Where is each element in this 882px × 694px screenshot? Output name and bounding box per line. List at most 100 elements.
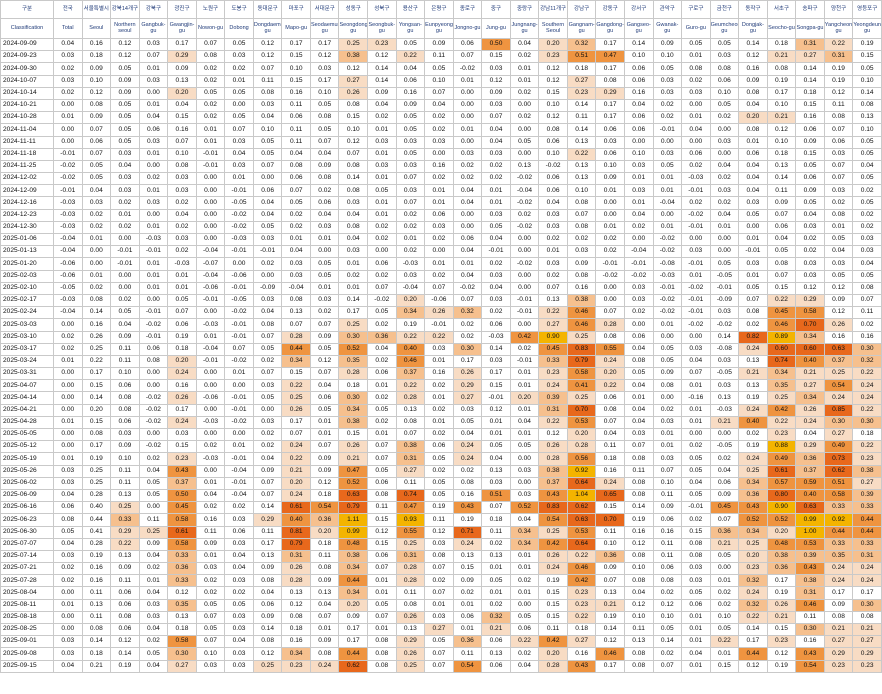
value-cell: 0.02 bbox=[395, 208, 426, 222]
value-cell: 0.01 bbox=[681, 403, 711, 417]
value-cell: 0.14 bbox=[252, 501, 283, 515]
value-cell: 0.92 bbox=[566, 464, 597, 478]
row-date: 2024-12-30 bbox=[0, 220, 55, 235]
value-cell: 0.02 bbox=[709, 598, 740, 612]
value-cell: 0.35 bbox=[167, 598, 197, 612]
column-header-name_en: Guro-gu bbox=[681, 18, 711, 39]
value-cell: 0.25 bbox=[81, 476, 112, 490]
value-cell: 0.04 bbox=[681, 123, 711, 137]
value-cell: -0.02 bbox=[53, 159, 83, 174]
value-cell: 0.03 bbox=[224, 659, 254, 673]
value-cell: 0.60 bbox=[766, 342, 797, 356]
value-cell: 0.06 bbox=[167, 318, 197, 332]
value-cell: 0.23 bbox=[852, 452, 882, 466]
value-cell: -0.01 bbox=[595, 257, 625, 271]
value-cell: 0.65 bbox=[595, 488, 625, 503]
value-cell: 0.00 bbox=[595, 281, 625, 295]
value-cell: 0.00 bbox=[509, 281, 540, 295]
value-cell: 0.12 bbox=[795, 281, 825, 295]
value-cell: 0.04 bbox=[623, 208, 654, 222]
value-cell: 0.08 bbox=[110, 403, 140, 417]
value-cell: 0.01 bbox=[138, 62, 169, 76]
value-cell: 0.11 bbox=[110, 354, 140, 369]
value-cell: 0.03 bbox=[53, 635, 83, 649]
value-cell: 0.07 bbox=[766, 269, 797, 283]
value-cell: 0.22 bbox=[81, 354, 112, 369]
value-cell: 0.29 bbox=[167, 50, 197, 64]
value-cell: 0.09 bbox=[309, 159, 340, 174]
table-row: 2025-05-12 0.00 0.17 0.09 -0.02 0.15 0.02 0.01 0… bbox=[0, 440, 882, 454]
value-cell: 0.05 bbox=[367, 464, 397, 478]
value-cell: 0.07 bbox=[195, 37, 226, 52]
value-cell: 0.00 bbox=[681, 232, 711, 247]
row-date: 2025-08-18 bbox=[0, 610, 55, 625]
value-cell: 0.19 bbox=[738, 391, 768, 405]
value-cell: 0.06 bbox=[110, 598, 140, 612]
value-cell: 0.07 bbox=[367, 281, 397, 295]
value-cell: 0.08 bbox=[367, 488, 397, 503]
value-cell: 0.13 bbox=[509, 159, 540, 174]
value-cell: -0.02 bbox=[509, 172, 540, 186]
value-cell: 0.02 bbox=[481, 159, 511, 174]
value-cell: 0.11 bbox=[252, 525, 283, 539]
value-cell: 0.04 bbox=[424, 98, 454, 113]
value-cell: -0.01 bbox=[138, 245, 169, 259]
value-cell: -0.01 bbox=[738, 245, 768, 259]
table-row: 2025-09-15 0.04 0.21 0.19 0.04 0.27 0.03 0.03 0.… bbox=[0, 659, 882, 673]
value-cell: 0.12 bbox=[623, 537, 654, 551]
value-cell: 0.05 bbox=[652, 622, 683, 637]
value-cell: 0.16 bbox=[738, 62, 768, 76]
value-cell: 0.11 bbox=[110, 574, 140, 588]
value-cell: 0.00 bbox=[681, 135, 711, 149]
value-cell: 0.01 bbox=[452, 123, 483, 137]
value-cell: 0.38 bbox=[766, 549, 797, 564]
value-cell: -0.09 bbox=[252, 281, 283, 295]
value-cell: 0.54 bbox=[538, 513, 568, 527]
value-cell: 0.22 bbox=[766, 293, 797, 308]
value-cell: 0.07 bbox=[595, 574, 625, 588]
value-cell: 0.00 bbox=[53, 586, 83, 600]
table-row: 2025-06-16 0.06 0.40 0.25 0.00 0.45 0.02 0.02 0.… bbox=[0, 501, 882, 515]
value-cell: 0.00 bbox=[195, 306, 226, 320]
value-cell: 0.01 bbox=[367, 147, 397, 161]
value-cell: 0.02 bbox=[709, 111, 740, 125]
value-cell: 0.13 bbox=[852, 111, 882, 125]
value-cell: 0.02 bbox=[652, 403, 683, 417]
value-cell: 0.08 bbox=[367, 647, 397, 661]
value-cell: 0.04 bbox=[509, 659, 540, 673]
value-cell: 0.11 bbox=[81, 586, 112, 600]
value-cell: 0.03 bbox=[195, 659, 226, 673]
value-cell: 0.12 bbox=[766, 123, 797, 137]
value-cell: 0.07 bbox=[309, 318, 340, 332]
value-cell: 0.04 bbox=[309, 147, 340, 161]
value-cell: 1.11 bbox=[338, 513, 369, 527]
value-cell: 0.24 bbox=[167, 415, 197, 430]
value-cell: 0.01 bbox=[309, 281, 340, 295]
value-cell: 0.27 bbox=[823, 635, 854, 649]
value-cell: 0.04 bbox=[138, 622, 169, 637]
value-cell: 0.02 bbox=[623, 306, 654, 320]
value-cell: 0.03 bbox=[595, 135, 625, 149]
value-cell: 0.01 bbox=[367, 123, 397, 137]
value-cell: 0.07 bbox=[852, 293, 882, 308]
row-date: 2025-04-28 bbox=[0, 415, 55, 430]
value-cell: -0.01 bbox=[224, 476, 254, 490]
value-cell: 0.05 bbox=[167, 293, 197, 308]
value-cell: 0.00 bbox=[595, 208, 625, 222]
value-cell: 0.46 bbox=[566, 562, 597, 576]
value-cell: 0.01 bbox=[452, 598, 483, 612]
value-cell: 0.03 bbox=[110, 427, 140, 442]
value-cell: 0.07 bbox=[395, 427, 426, 442]
value-cell: 0.00 bbox=[509, 123, 540, 137]
value-cell: 0.00 bbox=[681, 427, 711, 442]
table-row: 2024-09-09 0.04 0.16 0.12 0.03 0.17 0.07 0.05 0.… bbox=[0, 37, 882, 52]
value-cell: 0.03 bbox=[138, 598, 169, 612]
value-cell: 0.09 bbox=[252, 464, 283, 478]
row-date: 2025-07-21 bbox=[0, 562, 55, 576]
value-cell: 0.11 bbox=[110, 476, 140, 490]
value-cell: 0.25 bbox=[81, 342, 112, 356]
value-cell: 0.09 bbox=[823, 293, 854, 308]
value-cell: 0.15 bbox=[81, 379, 112, 393]
value-cell: 0.01 bbox=[681, 635, 711, 649]
value-cell: 0.12 bbox=[367, 525, 397, 539]
